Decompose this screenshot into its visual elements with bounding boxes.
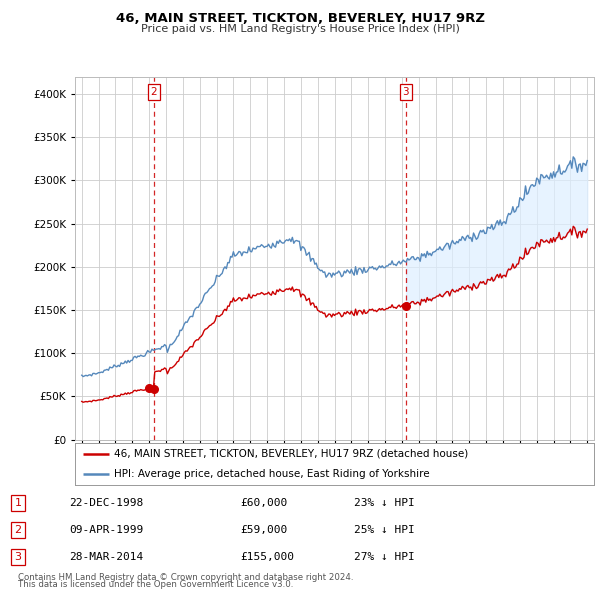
Text: 23% ↓ HPI: 23% ↓ HPI xyxy=(354,498,415,508)
Text: Contains HM Land Registry data © Crown copyright and database right 2024.: Contains HM Land Registry data © Crown c… xyxy=(18,573,353,582)
Text: 46, MAIN STREET, TICKTON, BEVERLEY, HU17 9RZ (detached house): 46, MAIN STREET, TICKTON, BEVERLEY, HU17… xyxy=(114,449,468,459)
Text: 3: 3 xyxy=(403,87,409,97)
Text: 25% ↓ HPI: 25% ↓ HPI xyxy=(354,525,415,535)
Text: Price paid vs. HM Land Registry's House Price Index (HPI): Price paid vs. HM Land Registry's House … xyxy=(140,24,460,34)
Text: This data is licensed under the Open Government Licence v3.0.: This data is licensed under the Open Gov… xyxy=(18,580,293,589)
Text: HPI: Average price, detached house, East Riding of Yorkshire: HPI: Average price, detached house, East… xyxy=(114,468,430,478)
Text: 2: 2 xyxy=(151,87,157,97)
Text: 09-APR-1999: 09-APR-1999 xyxy=(69,525,143,535)
Text: 2: 2 xyxy=(14,525,22,535)
Text: 27% ↓ HPI: 27% ↓ HPI xyxy=(354,552,415,562)
Text: 22-DEC-1998: 22-DEC-1998 xyxy=(69,498,143,508)
Text: £60,000: £60,000 xyxy=(240,498,287,508)
Text: 28-MAR-2014: 28-MAR-2014 xyxy=(69,552,143,562)
Text: 1: 1 xyxy=(14,498,22,508)
Text: £59,000: £59,000 xyxy=(240,525,287,535)
Text: 46, MAIN STREET, TICKTON, BEVERLEY, HU17 9RZ: 46, MAIN STREET, TICKTON, BEVERLEY, HU17… xyxy=(115,12,485,25)
Text: 3: 3 xyxy=(14,552,22,562)
Text: £155,000: £155,000 xyxy=(240,552,294,562)
